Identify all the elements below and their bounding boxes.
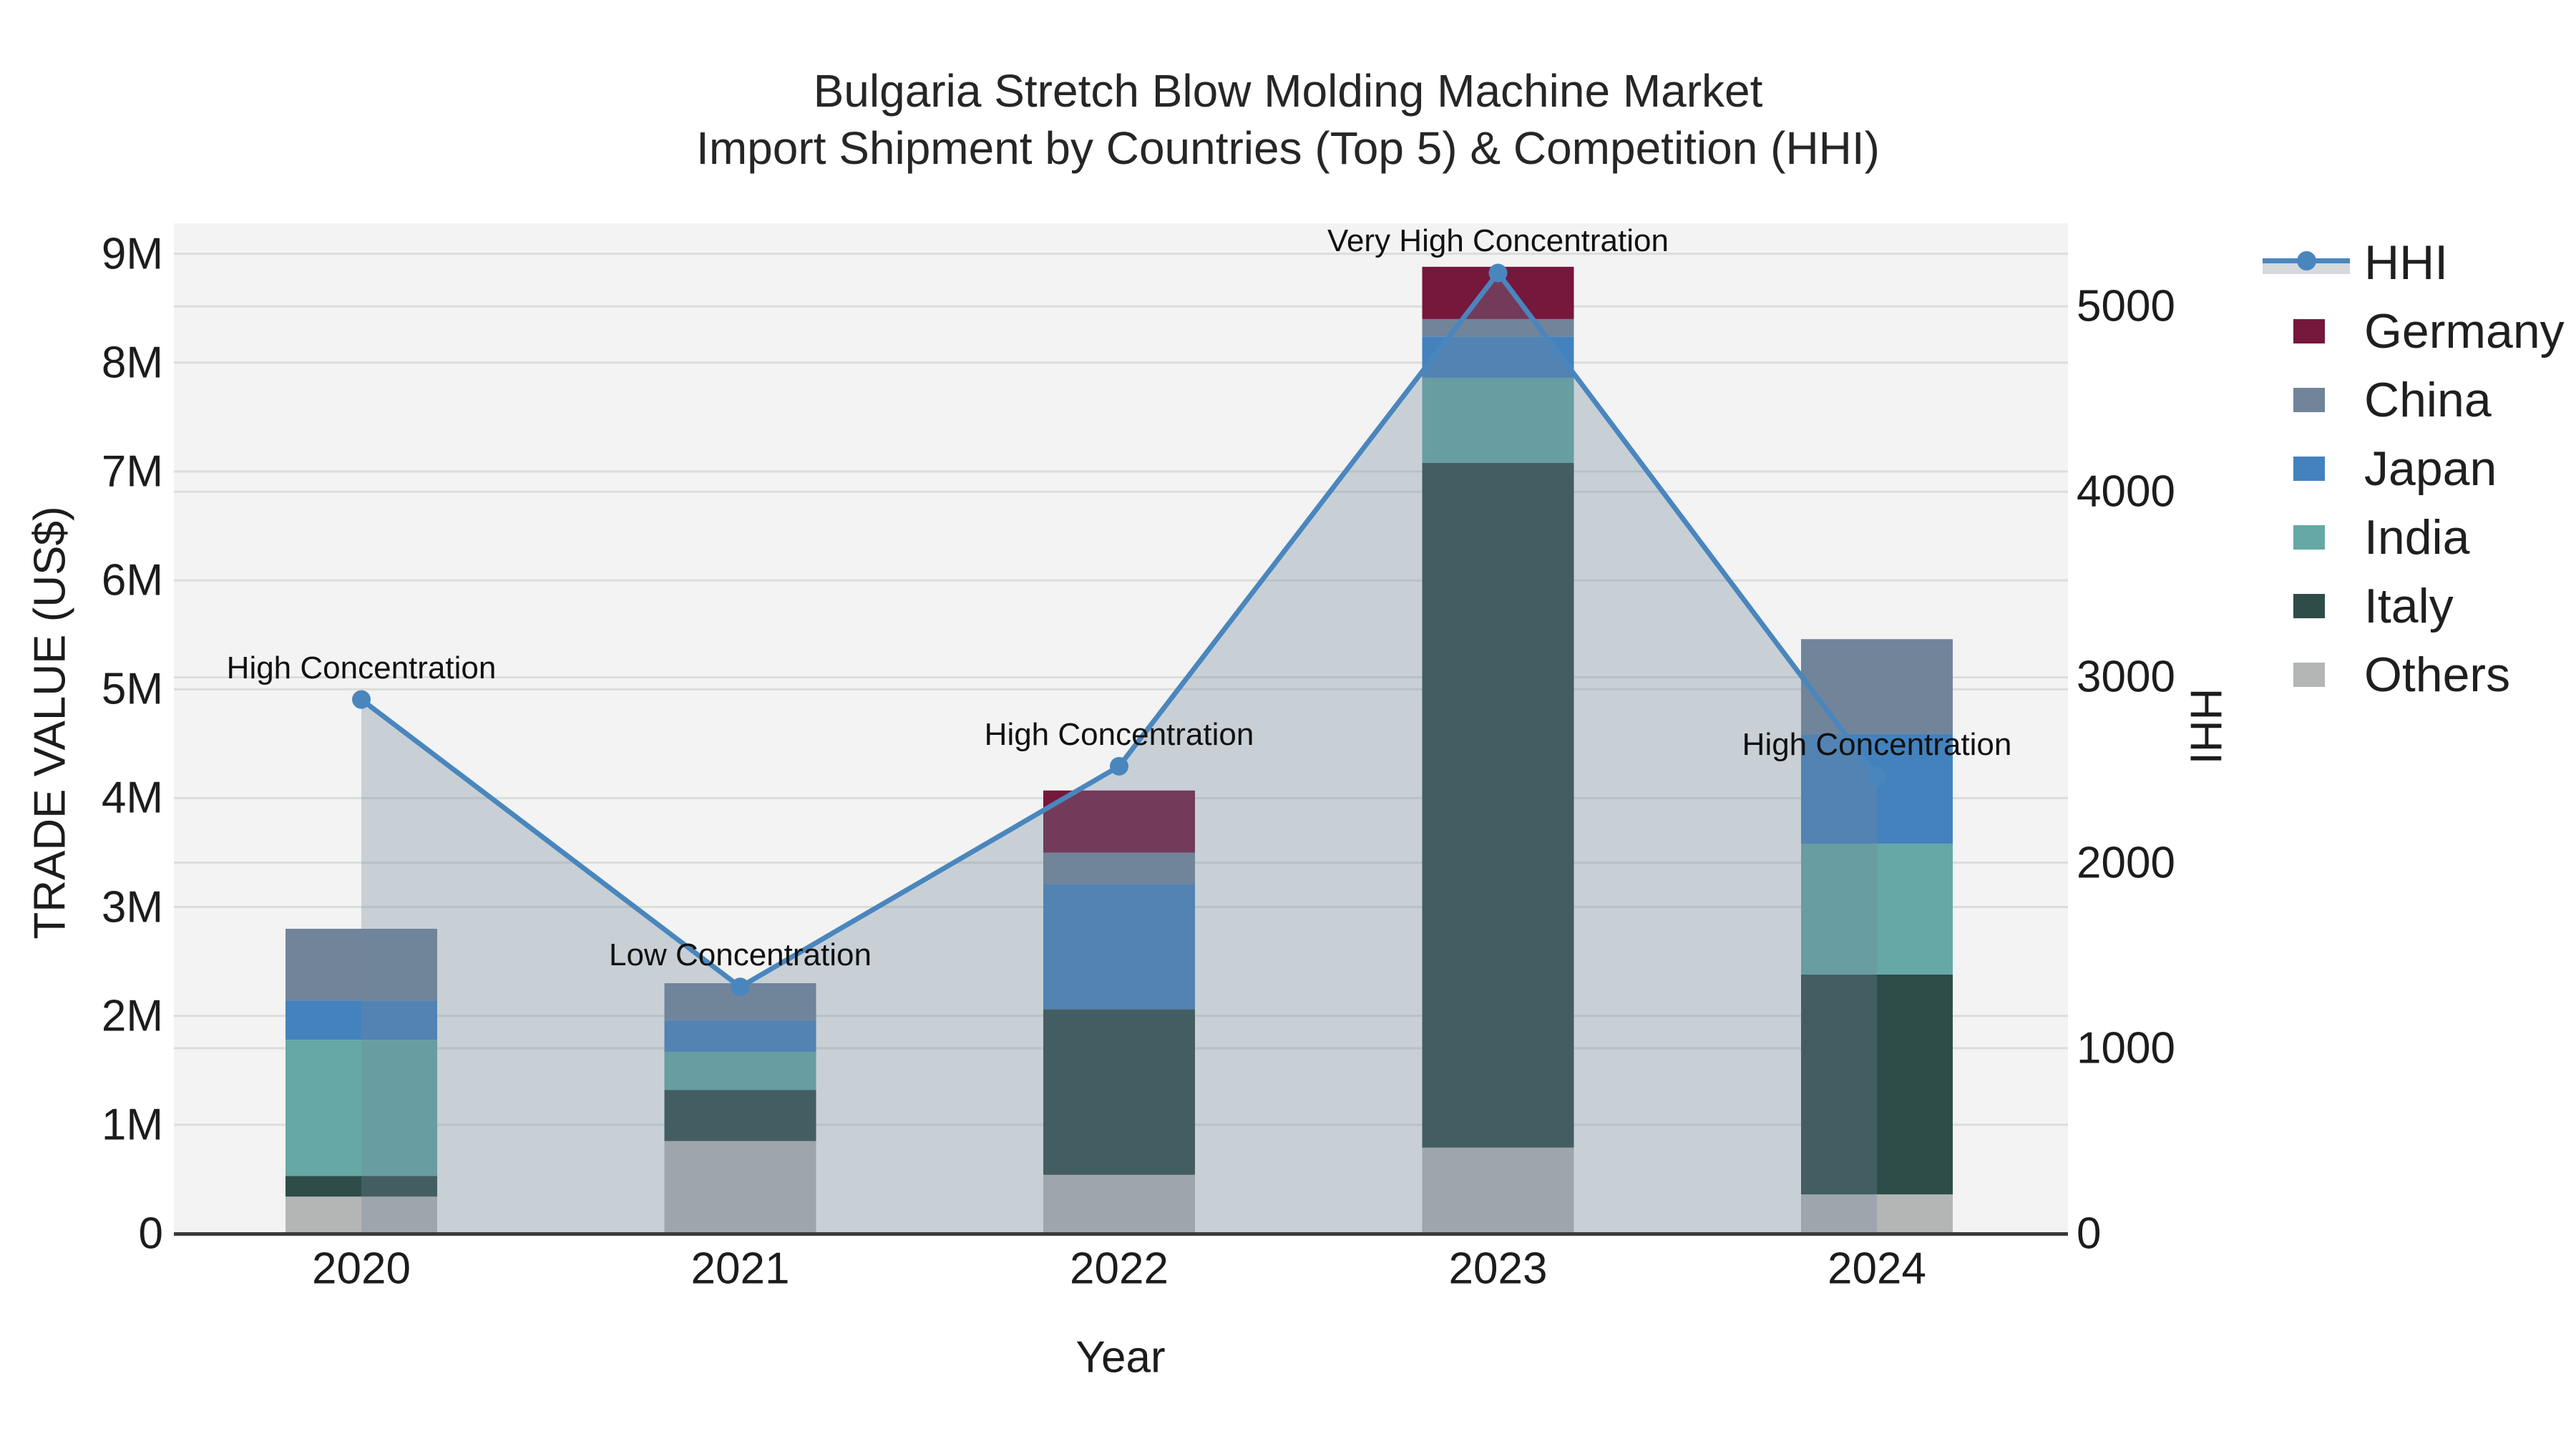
legend-color-swatch-icon xyxy=(2293,594,2325,618)
bar-segment-2023-others[interactable] xyxy=(1422,1147,1574,1234)
legend-item-others[interactable]: Others xyxy=(2261,640,2565,709)
y-left-tick-4M: 4M xyxy=(101,773,163,823)
bar-segment-2020-others[interactable] xyxy=(286,1196,437,1234)
bar-segment-2022-germany[interactable] xyxy=(1043,790,1195,853)
y-left-tick-7M: 7M xyxy=(101,447,163,497)
legend-label: Germany xyxy=(2364,304,2565,358)
y-right-tick-5000: 5000 xyxy=(2077,281,2175,331)
bar-segment-2024-india[interactable] xyxy=(1801,844,1953,975)
x-tick-2023: 2023 xyxy=(1448,1244,1548,1294)
y-left-tick-2M: 2M xyxy=(101,991,163,1041)
hhi-marker-2021[interactable] xyxy=(731,977,750,997)
bar-segment-2022-china[interactable] xyxy=(1043,852,1195,884)
bar-segment-2022-others[interactable] xyxy=(1043,1174,1195,1234)
annotation-2022: High Concentration xyxy=(984,716,1254,752)
legend-item-italy[interactable]: Italy xyxy=(2261,572,2565,640)
y-left-tick-9M: 9M xyxy=(101,229,163,279)
y-left-tick-6M: 6M xyxy=(101,555,163,605)
legend-label: Japan xyxy=(2364,441,2497,496)
annotation-2023: Very High Concentration xyxy=(1327,223,1669,259)
legend-label: China xyxy=(2364,373,2492,427)
x-tick-2021: 2021 xyxy=(691,1244,790,1294)
x-tick-2024: 2024 xyxy=(1828,1244,1926,1294)
bar-segment-2024-china[interactable] xyxy=(1801,639,1953,734)
hhi-marker-2020[interactable] xyxy=(352,690,371,709)
legend-swatch-box xyxy=(2261,525,2354,550)
hhi-marker-2022[interactable] xyxy=(1110,756,1128,776)
bar-segment-2024-others[interactable] xyxy=(1801,1194,1953,1234)
bar-segment-2020-japan[interactable] xyxy=(286,1000,437,1040)
legend-swatch-box xyxy=(2261,319,2354,343)
y-right-tick-4000: 4000 xyxy=(2077,467,2175,517)
chart-title-line1: Bulgaria Stretch Blow Molding Machine Ma… xyxy=(813,65,1763,117)
bar-segment-2021-italy[interactable] xyxy=(664,1090,816,1141)
legend-swatch-box xyxy=(2261,594,2354,618)
hhi-line-swatch-icon xyxy=(2263,248,2350,277)
legend-item-india[interactable]: India xyxy=(2261,503,2565,572)
legend-swatch-box xyxy=(2261,457,2354,481)
legend-color-swatch-icon xyxy=(2293,663,2325,687)
chart-title: Bulgaria Stretch Blow Molding Machine Ma… xyxy=(0,62,2576,177)
bar-segment-2020-india[interactable] xyxy=(286,1040,437,1176)
legend-label: Others xyxy=(2364,648,2511,702)
bar-segment-2021-india[interactable] xyxy=(664,1051,816,1091)
x-axis-line xyxy=(174,1232,2068,1236)
x-tick-2022: 2022 xyxy=(1070,1244,1169,1294)
bar-segment-2023-china[interactable] xyxy=(1422,318,1574,337)
bar-segment-2023-italy[interactable] xyxy=(1422,462,1574,1148)
hhi-marker-2024[interactable] xyxy=(1868,767,1886,786)
y-left-tick-1M: 1M xyxy=(101,1100,163,1150)
bar-segment-2021-others[interactable] xyxy=(664,1141,816,1234)
y-right-axis-title: HHI xyxy=(2180,688,2230,765)
legend-color-swatch-icon xyxy=(2293,457,2325,481)
legend-color-swatch-icon xyxy=(2293,319,2325,343)
legend-label: Italy xyxy=(2364,579,2454,633)
bar-segment-2020-italy[interactable] xyxy=(286,1176,437,1197)
legend: HHI Germany China Japan India Italy Others xyxy=(2261,228,2565,709)
legend-label: HHI xyxy=(2364,235,2449,290)
legend-swatch-box xyxy=(2261,388,2354,412)
annotation-2024: High Concentration xyxy=(1742,727,2012,763)
y-right-tick-2000: 2000 xyxy=(2077,838,2175,888)
annotation-2021: Low Concentration xyxy=(609,937,872,973)
y-left-tick-8M: 8M xyxy=(101,338,163,388)
y-left-tick-3M: 3M xyxy=(101,882,163,932)
legend-item-china[interactable]: China xyxy=(2261,366,2565,434)
legend-color-swatch-icon xyxy=(2293,525,2325,550)
bar-segment-2023-india[interactable] xyxy=(1422,378,1574,463)
x-axis-title: Year xyxy=(1075,1332,1166,1382)
chart-title-line2: Import Shipment by Countries (Top 5) & C… xyxy=(696,122,1880,174)
legend-swatch-box xyxy=(2261,248,2354,277)
y-right-tick-3000: 3000 xyxy=(2077,652,2175,702)
hhi-marker-dot xyxy=(2297,251,2316,270)
hhi-marker-2023[interactable] xyxy=(1488,263,1508,283)
legend-color-swatch-icon xyxy=(2293,388,2325,412)
y-left-tick-0: 0 xyxy=(138,1209,163,1259)
legend-item-germany[interactable]: Germany xyxy=(2261,297,2565,366)
bar-segment-2021-japan[interactable] xyxy=(664,1020,816,1052)
y-right-tick-1000: 1000 xyxy=(2077,1023,2175,1073)
legend-item-hhi[interactable]: HHI xyxy=(2261,228,2565,297)
legend-swatch-box xyxy=(2261,663,2354,687)
legend-label: India xyxy=(2364,510,2470,565)
bar-segment-2024-japan[interactable] xyxy=(1801,733,1953,844)
y-left-tick-5M: 5M xyxy=(101,664,163,714)
x-tick-2020: 2020 xyxy=(312,1244,411,1294)
legend-item-japan[interactable]: Japan xyxy=(2261,434,2565,503)
bar-segment-2022-japan[interactable] xyxy=(1043,884,1195,1010)
bar-segment-2022-italy[interactable] xyxy=(1043,1009,1195,1175)
y-right-tick-0: 0 xyxy=(2077,1209,2102,1259)
bar-segment-2020-china[interactable] xyxy=(286,928,437,1001)
annotation-2020: High Concentration xyxy=(226,650,497,686)
bar-segment-2024-italy[interactable] xyxy=(1801,974,1953,1195)
